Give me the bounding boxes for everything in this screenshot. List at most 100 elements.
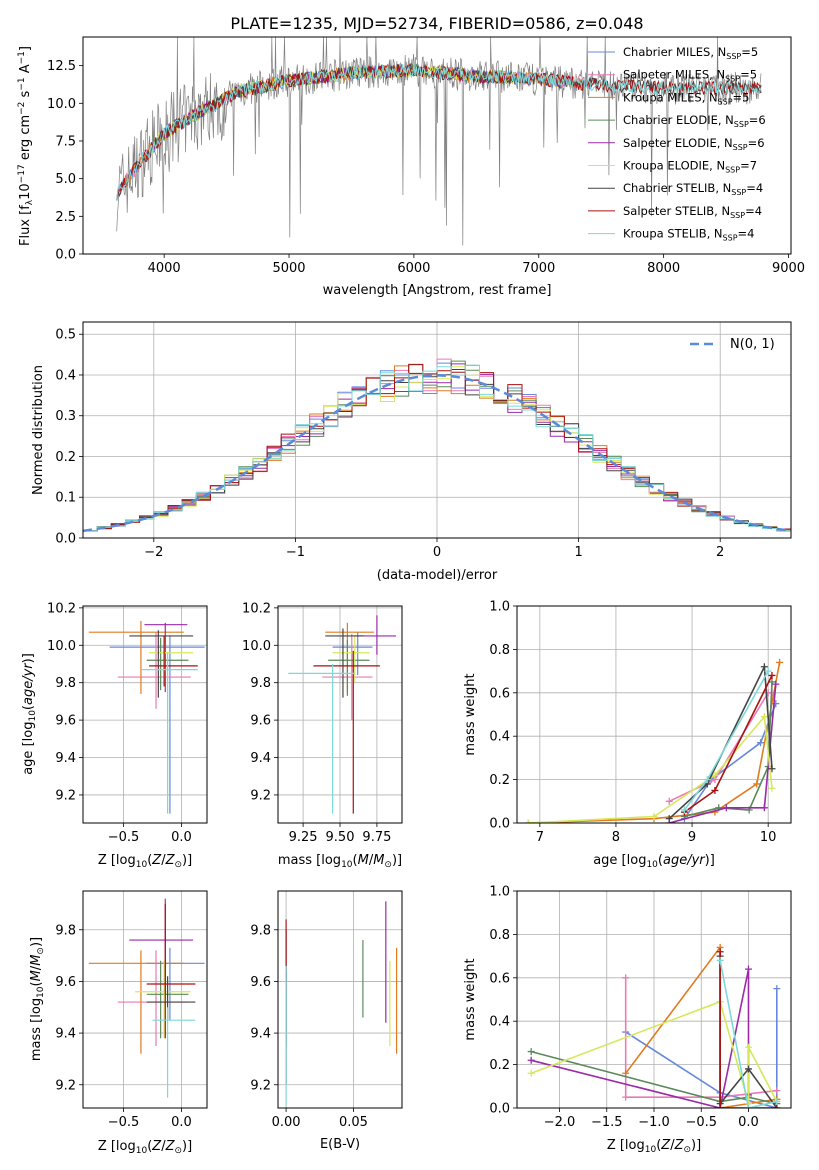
y-axis-label: mass weight [463, 673, 478, 755]
y-tick-label: 1.0 [489, 885, 510, 900]
residual-histogram [83, 363, 791, 532]
y-tick-label: 0.2 [489, 773, 510, 788]
y-tick-label: 9.2 [250, 1078, 271, 1093]
y-tick-label: 0.2 [489, 1058, 510, 1073]
mass-weight-marker [711, 771, 719, 779]
mass-weight-marker [744, 1043, 752, 1051]
x-tick-label: −1.0 [638, 1115, 670, 1130]
x-axis-label: Z [log10(Z/Z⊙)] [607, 1138, 701, 1155]
x-tick-label: 4000 [148, 261, 181, 276]
legend-entry: Kroupa MILES, NSSP=5 [623, 90, 749, 106]
mass-weight-marker [527, 1056, 535, 1064]
model-line-salpeter-stelib [116, 63, 762, 201]
legend-entry: Kroupa STELIB, NSSP=4 [623, 227, 754, 243]
x-tick-label: 8 [612, 830, 620, 845]
mass-weight-marker [753, 780, 761, 788]
y-tick-label: 0.0 [489, 1102, 510, 1117]
x-tick-label: 0.00 [272, 1115, 301, 1130]
mass-weight-marker [764, 667, 772, 675]
plot-area [88, 898, 205, 1098]
mass-weight-marker [773, 1104, 781, 1108]
normal-curve [83, 374, 791, 533]
x-axis-label: E(B-V) [320, 1137, 360, 1152]
mass-weight-marker [716, 956, 724, 964]
x-tick-label: 0.05 [339, 1115, 368, 1130]
x-tick-label: −0.5 [685, 1115, 717, 1130]
y-tick-label: 9.2 [55, 1078, 76, 1093]
legend-entry: Salpeter MILES, NSSP=5 [623, 68, 757, 84]
mass-weight-line [531, 968, 750, 1108]
legend-entry: Chabrier STELIB, NSSP=4 [623, 181, 763, 197]
x-tick-label: 6000 [397, 261, 430, 276]
x-tick-label: −0.5 [108, 1115, 140, 1130]
x-tick-label: 8000 [647, 261, 680, 276]
axes-frame [516, 890, 792, 1109]
mass-weight-marker [768, 671, 776, 679]
legend-entry: Kroupa ELODIE, NSSP=7 [623, 159, 757, 175]
x-tick-label: 9.50 [326, 830, 355, 845]
x-axis-label: mass [log10(M/M⊙)] [278, 853, 402, 870]
y-tick-label: 9.8 [250, 923, 271, 938]
y-tick-label: 0.4 [489, 730, 510, 745]
mass-weight-marker [760, 804, 768, 812]
x-tick-label: 0.0 [738, 1115, 759, 1130]
axes-frame [82, 36, 792, 255]
mass-weight-marker [722, 804, 730, 812]
x-tick-label: 2 [716, 545, 724, 560]
axes-frame [82, 890, 208, 1109]
axes-frame [277, 890, 403, 1109]
y-tick-label: 1.0 [489, 600, 510, 615]
x-tick-label: −2 [144, 545, 163, 560]
y-tick-label: 0.6 [489, 686, 510, 701]
axes-spectrum: 4000 5000 6000 7000 8000 9000 0.0 2.5 5.0 7.5 10.0… [17, 36, 805, 298]
mass-weight-marker [773, 1087, 781, 1095]
y-axis-label: age [log10(age/yr)] [21, 653, 38, 775]
x-tick-label: −2.0 [544, 1115, 576, 1130]
legend-entry: N(0, 1) [730, 337, 775, 352]
mass-weight-marker [703, 776, 711, 784]
x-tick-label: −1 [286, 545, 305, 560]
plot-area [116, 37, 762, 246]
y-tick-label: 2.5 [55, 210, 76, 225]
x-tick-label: −1.5 [591, 1115, 623, 1130]
x-tick-label: −0.5 [108, 830, 140, 845]
y-tick-label: 10.0 [242, 639, 271, 654]
x-tick-label: 9.75 [362, 830, 391, 845]
y-axis-label: Flux [fλ10−17 erg cm−2 s−1 A−1] [17, 46, 35, 246]
residual-histogram [83, 363, 791, 532]
y-tick-label: 9.6 [250, 975, 271, 990]
y-tick-label: 0.0 [55, 532, 76, 547]
plot-area [288, 615, 397, 814]
mass-weight-marker [622, 1093, 630, 1101]
axes-residuals: −2 −1 0 1 2 0.0 0.1 0.2 0.3 0.4 0.5 (data-model)/er… [31, 321, 792, 583]
x-axis-label: age [log10(age/yr)] [593, 853, 715, 870]
y-tick-label: 9.8 [250, 676, 271, 691]
y-tick-label: 0.3 [55, 409, 76, 424]
x-tick-label: 5000 [272, 261, 305, 276]
y-tick-label: 9.4 [250, 1027, 271, 1042]
x-axis-label: Z [log10(Z/Z⊙)] [98, 1139, 192, 1156]
axes-age_vs_Z: −0.5 0.0 9.2 9.4 9.6 9.8 10.0 10.2 Z [log10(Z/Z⊙… [21, 601, 208, 870]
y-tick-label: 9.8 [55, 923, 76, 938]
mass-weight-marker [527, 1069, 535, 1077]
mass-weight-marker [757, 739, 765, 747]
mass-weight-marker [773, 985, 781, 993]
y-tick-label: 9.6 [55, 975, 76, 990]
mass-weight-marker [744, 1104, 752, 1108]
residual-histogram [83, 360, 791, 532]
y-tick-label: 9.2 [250, 788, 271, 803]
mass-weight-line [683, 670, 769, 811]
y-tick-label: 0.6 [489, 971, 510, 986]
y-tick-label: 9.6 [250, 714, 271, 729]
plot-area [524, 658, 784, 823]
y-tick-label: 0.1 [55, 491, 76, 506]
mass-weight-marker [711, 786, 719, 794]
mass-weight-marker [524, 819, 532, 823]
mass-weight-marker [665, 815, 673, 823]
mass-weight-marker [527, 1048, 535, 1056]
mass-weight-marker [665, 797, 673, 805]
y-tick-label: 0.4 [489, 1015, 510, 1030]
plot-area [527, 943, 781, 1108]
legend-entry: Chabrier ELODIE, NSSP=6 [623, 113, 766, 129]
y-tick-label: 0.8 [489, 643, 510, 658]
